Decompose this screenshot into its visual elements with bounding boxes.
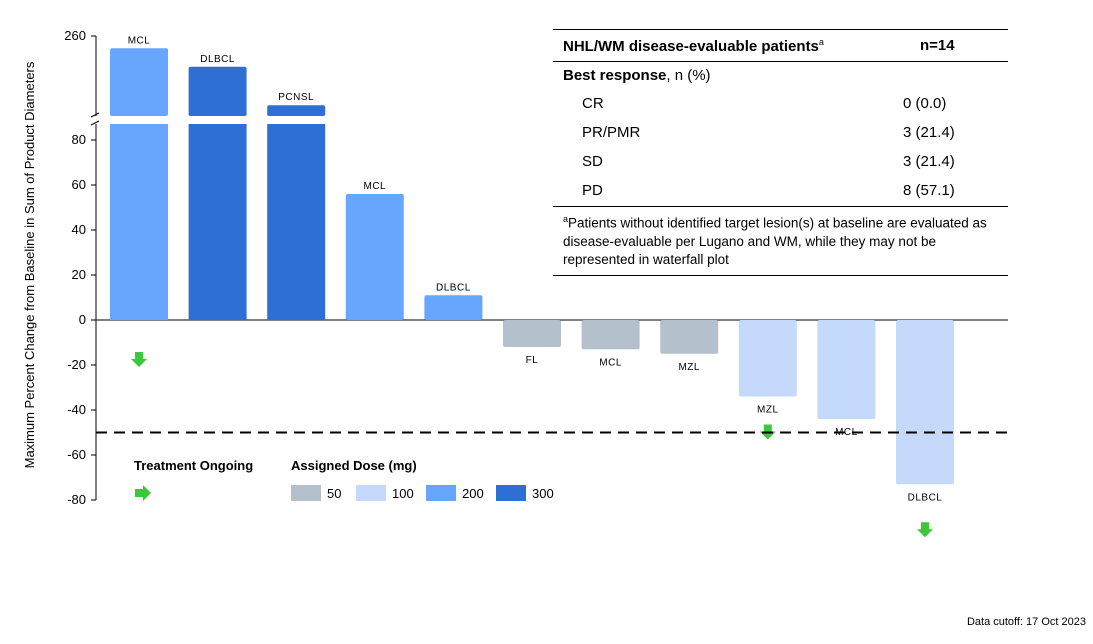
bar — [581, 320, 640, 350]
bar-label: MZL — [678, 362, 700, 373]
bar-label: MCL — [599, 357, 622, 368]
bar — [267, 124, 326, 320]
y-tick-label: 60 — [72, 177, 86, 192]
legend-dose-300: 300 — [496, 485, 554, 501]
bar-upper — [267, 105, 326, 116]
legend-dose-title: Assigned Dose (mg) — [291, 458, 417, 473]
y-tick-label: -60 — [67, 447, 86, 462]
table-title-sup: a — [818, 36, 824, 47]
table-footnote: aPatients without identified target lesi… — [553, 206, 1008, 277]
bar-label: MCL — [363, 181, 386, 192]
bar — [660, 320, 719, 354]
bar — [817, 320, 876, 419]
bar-label: DLBCL — [200, 54, 235, 65]
axis-break-mark — [90, 120, 100, 126]
y-tick-label: -20 — [67, 357, 86, 372]
bar-label: MCL — [128, 35, 151, 46]
swatch-300 — [496, 485, 526, 501]
swatch-100 — [356, 485, 386, 501]
y-tick-label: 80 — [72, 132, 86, 147]
bar-label: MCL — [835, 427, 858, 438]
table-row: PD 8 (57.1) — [582, 182, 955, 199]
bar-upper — [110, 48, 168, 116]
swatch-50 — [291, 485, 321, 501]
table-row: PR/PMR 3 (21.4) — [582, 124, 955, 141]
bar-label: PCNSL — [278, 92, 314, 103]
bar-label: DLBCL — [436, 282, 471, 293]
response-table: NHL/WM disease-evaluable patientsa n=14 … — [553, 29, 1008, 277]
bar — [345, 194, 404, 320]
table-title: NHL/WM disease-evaluable patients — [563, 37, 819, 55]
table-row: SD 3 (21.4) — [582, 153, 955, 170]
legend-ongoing-arrow-icon — [135, 485, 151, 501]
y-axis-label: Maximum Percent Change from Baseline in … — [22, 61, 37, 469]
y-tick-label: 0 — [79, 312, 86, 327]
y-tick-label: -80 — [67, 492, 86, 507]
bar-label: DLBCL — [908, 492, 943, 503]
y-tick-label: 260 — [64, 28, 86, 43]
y-tick-label: 20 — [72, 267, 86, 282]
ongoing-arrow-icon — [131, 352, 147, 367]
bar — [424, 295, 483, 320]
swatch-200 — [426, 485, 456, 501]
ongoing-arrow-icon — [917, 522, 933, 538]
bar — [896, 320, 954, 485]
bar-label: MZL — [757, 405, 779, 416]
bar — [188, 124, 247, 320]
legend-ongoing-title: Treatment Ongoing — [134, 458, 254, 473]
bar — [503, 320, 561, 347]
table-header: NHL/WM disease-evaluable patientsa n=14 — [553, 29, 1008, 62]
y-tick-label: -40 — [67, 402, 86, 417]
table-row: CR 0 (0.0) — [582, 95, 947, 112]
legend-dose-200: 200 — [426, 485, 484, 501]
bar-upper — [188, 66, 247, 116]
axis-break-mark — [90, 112, 100, 118]
bar — [110, 124, 168, 320]
table-n: n=14 — [920, 37, 955, 54]
legend-dose-100: 100 — [356, 485, 414, 501]
legend-dose-50: 50 — [291, 485, 341, 501]
best-response-label: Best response, n (%) — [563, 67, 711, 84]
y-tick-label: 40 — [72, 222, 86, 237]
bar-label: FL — [526, 355, 539, 366]
data-cutoff: Data cutoff: 17 Oct 2023 — [966, 616, 1086, 628]
bar — [738, 320, 797, 397]
